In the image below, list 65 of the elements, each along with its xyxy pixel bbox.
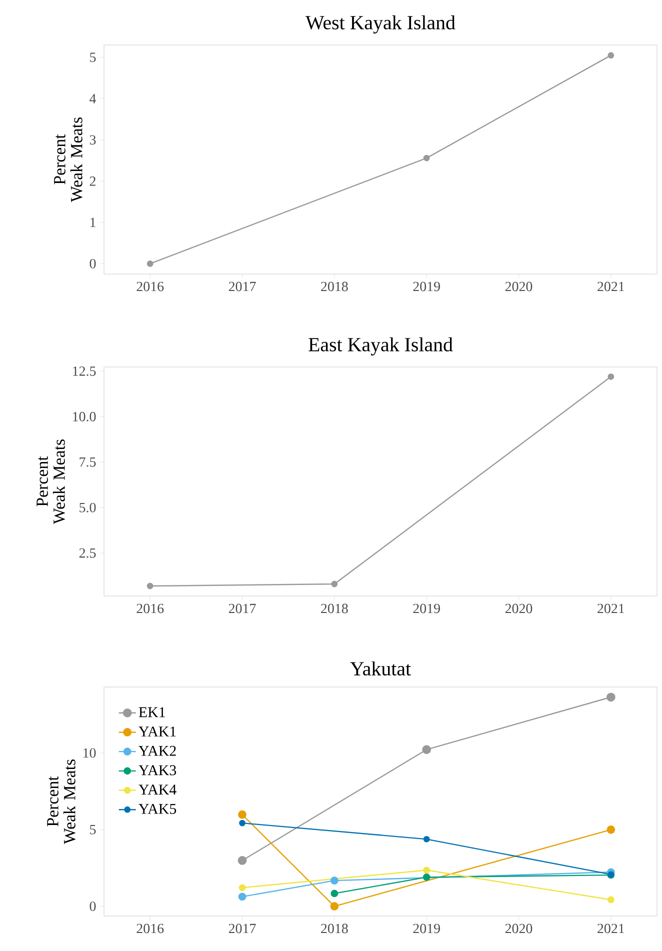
y-tick-label: 10.0 [73, 412, 96, 422]
point [330, 902, 339, 911]
y-tick-label: 12.5 [73, 366, 96, 376]
y-tick-label: 2 [90, 176, 96, 186]
y-tick-label: 2.5 [79, 548, 96, 558]
point [238, 856, 247, 865]
point [423, 154, 430, 162]
point [606, 825, 616, 834]
x-tick-label: 2021 [598, 282, 624, 292]
y-tick-label: 5.0 [80, 502, 96, 512]
x-tick-label: 2018 [321, 924, 348, 934]
point [422, 745, 432, 754]
legend-label: YAK3 [138, 765, 176, 776]
x-tick-label: 2021 [598, 924, 624, 934]
x-tick-label: 2021 [598, 604, 624, 614]
x-tick-label: 2016 [136, 924, 164, 934]
point [423, 866, 430, 874]
x-tick-label: 2017 [228, 924, 256, 934]
x-tick-label: 2020 [505, 604, 532, 614]
y-tick-label: 7.5 [80, 457, 96, 467]
y-tick-label: 10 [84, 748, 96, 758]
legend-label: YAK2 [138, 746, 176, 756]
y-tick-label: 5 [90, 825, 96, 834]
x-tick-label: 2018 [321, 604, 348, 614]
y-axis-title: Percent Weak Meats [54, 118, 82, 202]
y-tick-label: 5 [90, 52, 96, 62]
y-tick-label: 4 [90, 94, 96, 104]
point [146, 260, 154, 267]
point [423, 836, 430, 842]
point [606, 692, 616, 702]
y-axis-title: Percent Weak Meats [47, 760, 76, 844]
legend-label: YAK5 [138, 804, 176, 814]
y-tick-label: 0 [90, 258, 96, 268]
point [239, 820, 246, 826]
x-tick-label: 2019 [413, 924, 440, 934]
point [608, 373, 614, 380]
point [330, 890, 338, 898]
point [330, 876, 338, 885]
point [422, 874, 430, 881]
chart-title: Yakutat [350, 661, 411, 676]
point [146, 582, 154, 590]
chart-title: West Kayak Island [306, 15, 456, 34]
x-tick-label: 2016 [136, 282, 164, 292]
x-tick-label: 2017 [228, 604, 256, 614]
y-axis-title: Percent Weak Meats [36, 440, 65, 524]
y-tick-label: 3 [90, 135, 96, 145]
x-tick-label: 2019 [413, 604, 440, 614]
y-tick-label: 1 [90, 218, 96, 228]
x-tick-label: 2016 [136, 604, 164, 614]
x-tick-label: 2018 [321, 282, 348, 292]
point [331, 580, 338, 588]
legend-label: YAK4 [138, 784, 176, 794]
legend-label: YAK1 [138, 726, 176, 736]
point [238, 810, 246, 819]
x-tick-label: 2017 [228, 282, 256, 292]
point [238, 884, 246, 892]
x-tick-label: 2020 [505, 924, 532, 934]
chart-title: East Kayak Island [308, 337, 453, 356]
point [238, 892, 246, 901]
x-tick-label: 2019 [413, 282, 440, 292]
x-tick-label: 2020 [505, 282, 532, 292]
legend-label: EK1 [138, 707, 165, 718]
point [608, 52, 614, 59]
y-tick-label: 0 [90, 902, 96, 912]
point [607, 896, 614, 904]
